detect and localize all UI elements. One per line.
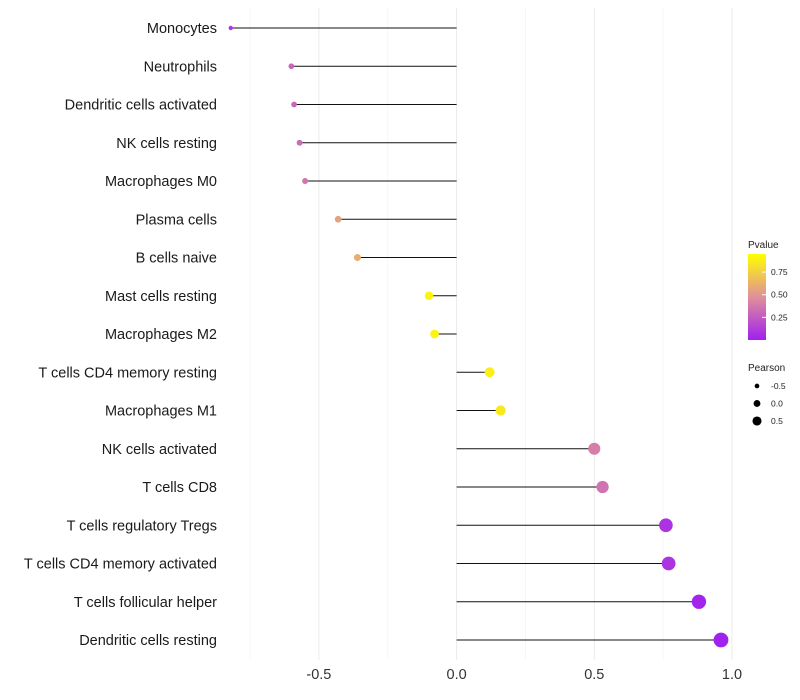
size-key-dot <box>752 416 762 426</box>
lollipop-point <box>588 442 601 455</box>
lollipop-segments <box>230 27 721 641</box>
y-axis-labels: Monocytes Neutrophils Dendritic cells acti… <box>24 21 217 649</box>
lollipop-point <box>296 139 303 146</box>
size-key-dot <box>754 383 760 389</box>
y-category-label: NK cells activated <box>102 442 217 458</box>
lollipop-point <box>659 518 673 533</box>
x-tick-label: 0.5 <box>584 667 604 683</box>
pearson-legend-title: Pearson <box>748 363 785 374</box>
size-key-dot <box>753 400 761 407</box>
lollipop-point <box>353 253 361 262</box>
grid-lines <box>249 8 733 660</box>
y-category-label: T cells CD4 memory resting <box>38 365 217 381</box>
x-tick-label: 1.0 <box>722 667 742 683</box>
y-category-label: Macrophages M0 <box>105 174 217 190</box>
lollipop-point <box>661 556 676 571</box>
y-category-label: Monocytes <box>147 21 217 37</box>
y-category-label: T cells CD4 memory activated <box>24 557 217 573</box>
lollipop-point <box>302 178 309 184</box>
x-tick-label: 0.0 <box>447 667 467 683</box>
pearson-legend-keys: -0.5 0.0 0.5 <box>752 381 786 426</box>
colorbar-tick-label: 0.25 <box>771 312 788 322</box>
lollipop-point <box>495 405 506 416</box>
lollipop-point <box>424 291 434 301</box>
size-key-label: 0.0 <box>771 399 783 409</box>
lollipop-points <box>228 25 729 648</box>
y-category-label: B cells naive <box>136 251 217 267</box>
lollipop-point <box>291 101 297 108</box>
y-category-label: T cells regulatory Tregs <box>67 518 217 534</box>
y-category-label: T cells follicular helper <box>74 595 217 611</box>
size-key-label: 0.5 <box>771 416 783 426</box>
lollipop-point <box>596 480 609 494</box>
x-axis-tick-labels: -0.5 0.0 0.5 1.0 <box>306 667 742 683</box>
lollipop-point <box>288 63 295 70</box>
pvalue-colorbar <box>748 254 766 340</box>
y-category-label: Macrophages M2 <box>105 327 217 343</box>
lollipop-point <box>430 329 439 339</box>
pvalue-legend: Pvalue 0.25 0.50 0.75 <box>748 240 788 340</box>
y-category-label: Mast cells resting <box>105 289 217 305</box>
x-tick-label: -0.5 <box>306 667 331 683</box>
y-category-label: T cells CD8 <box>142 480 217 496</box>
y-category-label: Plasma cells <box>136 212 217 228</box>
lollipop-point <box>691 594 707 609</box>
lollipop-point <box>484 367 495 378</box>
y-category-label: NK cells resting <box>116 136 217 152</box>
y-category-label: Macrophages M1 <box>105 404 217 420</box>
lollipop-point <box>334 215 342 223</box>
lollipop-point <box>713 632 729 648</box>
size-key-label: -0.5 <box>771 381 786 391</box>
y-category-label: Dendritic cells resting <box>79 633 217 649</box>
y-category-label: Neutrophils <box>144 59 217 75</box>
pvalue-legend-ticks: 0.25 0.50 0.75 <box>762 267 788 322</box>
y-category-label: Dendritic cells activated <box>65 98 217 114</box>
pearson-legend: Pearson -0.5 0.0 0.5 <box>748 363 786 426</box>
lollipop-point <box>228 25 233 31</box>
pvalue-legend-title: Pvalue <box>748 240 779 251</box>
colorbar-tick-label: 0.75 <box>771 267 788 277</box>
colorbar-tick-label: 0.50 <box>771 290 788 300</box>
